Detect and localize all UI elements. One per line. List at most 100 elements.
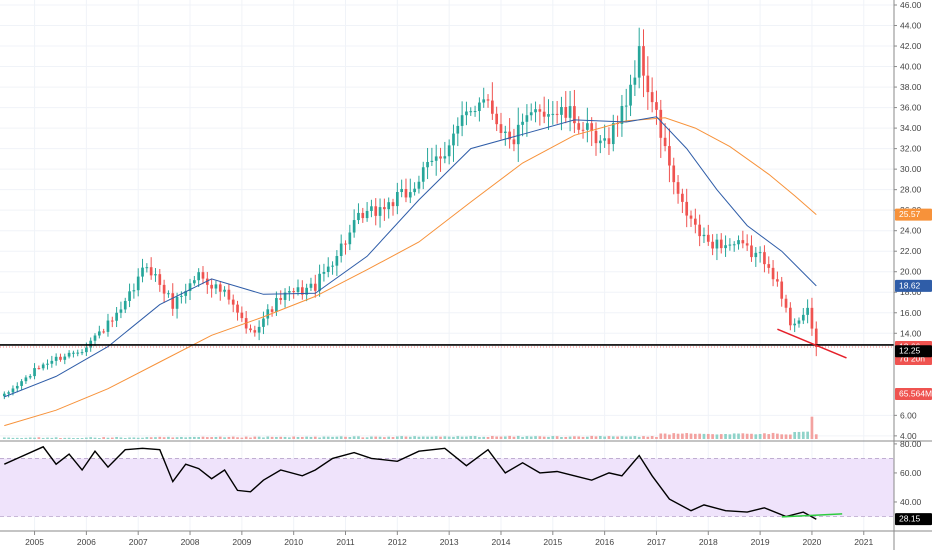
- candle-body: [771, 267, 775, 280]
- candle-body: [76, 352, 80, 354]
- price-tick-label: 42.00: [900, 41, 922, 51]
- candle-body: [149, 267, 153, 276]
- volume-bar: [728, 434, 732, 439]
- price-tick-label: 38.00: [900, 82, 922, 92]
- volume-bar: [594, 436, 598, 439]
- volume-bar: [24, 437, 28, 439]
- candle-body: [214, 284, 218, 289]
- volume-bar: [681, 433, 684, 439]
- candle-body: [650, 92, 654, 103]
- volume-bar: [698, 433, 701, 439]
- price-tick-label: 40.00: [900, 62, 922, 72]
- candle-body: [516, 124, 520, 145]
- candle-body: [119, 309, 123, 313]
- volume-bar: [564, 436, 568, 439]
- candle-body: [745, 243, 749, 246]
- time-tick-label: 2011: [336, 537, 355, 547]
- volume-bar: [292, 436, 296, 439]
- candle-body: [620, 106, 624, 124]
- volume-bar: [184, 437, 188, 439]
- candle-body: [80, 352, 84, 354]
- volume-badge: 65.564M: [899, 389, 932, 399]
- candle-body: [7, 392, 10, 394]
- volume-bar: [54, 437, 58, 439]
- volume-bar: [763, 433, 766, 439]
- candle-body: [171, 293, 175, 309]
- volume-bar: [711, 434, 714, 439]
- candle-body: [542, 111, 546, 117]
- candle-body: [46, 363, 49, 365]
- candle-body: [145, 267, 149, 269]
- volume-bar: [473, 436, 477, 439]
- candle-body: [158, 274, 162, 285]
- candle-body: [391, 202, 395, 207]
- candle-body: [313, 283, 317, 291]
- candle-body: [711, 241, 714, 249]
- volume-bar: [715, 434, 719, 439]
- candle-body: [305, 287, 308, 295]
- candle-body: [732, 244, 736, 246]
- candle-body: [417, 181, 421, 189]
- volume-bar: [577, 436, 581, 439]
- candle-body: [603, 138, 606, 141]
- support-badge-bg: [895, 345, 932, 358]
- candle-body: [167, 293, 170, 295]
- candle-body: [102, 331, 105, 333]
- candle-body: [227, 289, 231, 300]
- volume-bar: [624, 436, 628, 439]
- candle-body: [106, 320, 110, 332]
- candle-body: [20, 381, 23, 386]
- volume-bar: [512, 436, 516, 439]
- volume-bar: [335, 436, 339, 439]
- volume-bar: [309, 436, 313, 439]
- volume-bar: [646, 436, 650, 439]
- volume-bar: [249, 437, 252, 439]
- volume-bar: [447, 436, 451, 439]
- volume-bar: [370, 436, 373, 439]
- volume-bar: [266, 436, 270, 439]
- candle-body: [300, 287, 304, 295]
- volume-bar: [767, 434, 771, 439]
- volume-bar: [404, 436, 408, 439]
- candle-body: [482, 99, 486, 103]
- volume-bar: [806, 431, 809, 439]
- volume-bar: [236, 437, 239, 439]
- volume-bar: [551, 436, 555, 439]
- volume-bar: [758, 433, 762, 439]
- price-tick-label: 24.00: [900, 226, 922, 236]
- volume-bar: [529, 436, 533, 439]
- volume-bar: [352, 436, 356, 439]
- candle-body: [361, 212, 365, 219]
- candle-body: [767, 264, 771, 268]
- price-tick-label: 14.00: [900, 328, 922, 338]
- volume-bar: [789, 434, 792, 439]
- volume-bar: [801, 431, 805, 439]
- volume-bar: [676, 433, 680, 439]
- volume-bar: [20, 437, 23, 439]
- volume-bar: [439, 436, 442, 439]
- volume-bar: [776, 433, 779, 439]
- candle-body: [780, 281, 784, 299]
- ma-short-badge-bg: [895, 279, 932, 292]
- price-tick-label: 16.00: [900, 308, 922, 318]
- volume-bar: [603, 436, 606, 439]
- candle-body: [223, 289, 226, 292]
- volume-bar: [706, 433, 710, 439]
- candle-body: [339, 243, 343, 257]
- volume-bar: [115, 436, 118, 439]
- candle-body: [577, 123, 581, 130]
- volume-bar: [128, 437, 131, 439]
- volume-bar: [642, 436, 645, 439]
- candle-body: [236, 304, 239, 313]
- candle-body: [132, 290, 136, 292]
- candle-body: [586, 123, 589, 130]
- candle-body: [750, 245, 753, 258]
- volume-bar: [780, 434, 784, 439]
- volume-bar: [568, 436, 572, 439]
- candle-body: [430, 160, 434, 163]
- volume-bar: [132, 437, 136, 439]
- volume-bar: [197, 437, 201, 439]
- price-tick-label: 28.00: [900, 185, 922, 195]
